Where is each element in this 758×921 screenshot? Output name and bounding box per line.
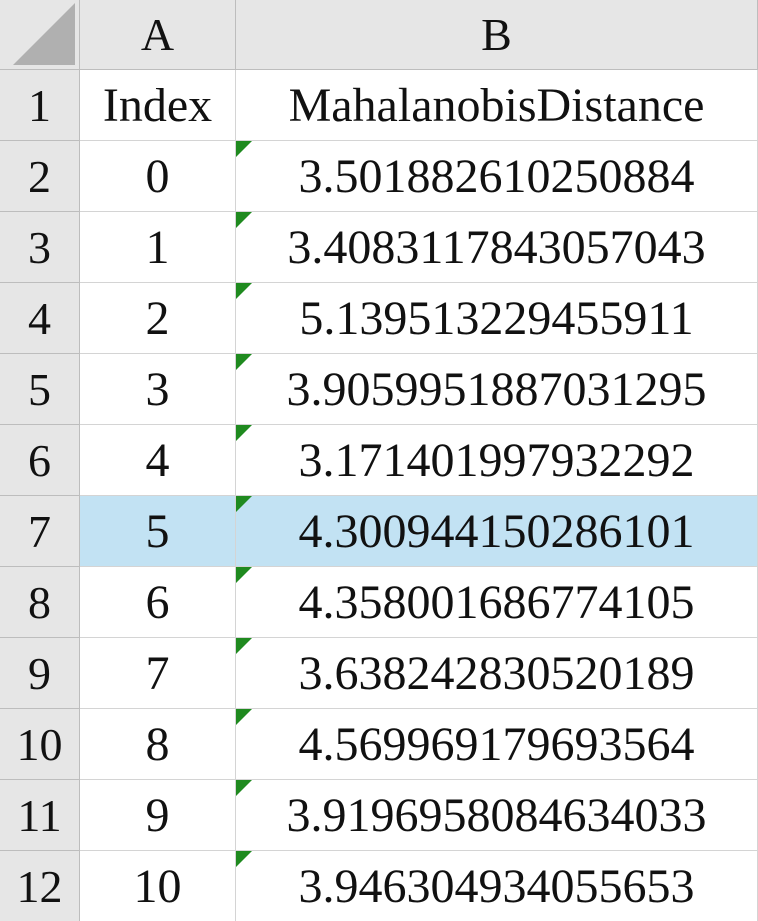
cell-a4[interactable]: 2	[80, 283, 236, 354]
column-header-b[interactable]: B	[236, 0, 758, 70]
row-header-2[interactable]: 2	[0, 141, 80, 212]
cell-b9[interactable]: 3.638242830520189	[236, 638, 758, 709]
cell-value: 4.569969179693564	[298, 717, 695, 771]
number-stored-as-text-icon	[236, 638, 252, 654]
row-header-7[interactable]: 7	[0, 496, 80, 567]
number-stored-as-text-icon	[236, 851, 252, 867]
cell-value: 3.171401997932292	[298, 433, 695, 487]
column-header-a[interactable]: A	[80, 0, 236, 70]
row-header-11[interactable]: 11	[0, 780, 80, 851]
cell-value: 3.501882610250884	[298, 149, 695, 203]
cell-b6[interactable]: 3.171401997932292	[236, 425, 758, 496]
cell-b2[interactable]: 3.501882610250884	[236, 141, 758, 212]
cell-a1[interactable]: Index	[80, 70, 236, 141]
select-all-button[interactable]	[0, 0, 80, 70]
cell-value: 4.358001686774105	[298, 575, 695, 629]
cell-b7[interactable]: 4.300944150286101	[236, 496, 758, 567]
cell-a7[interactable]: 5	[80, 496, 236, 567]
cell-value: 4.300944150286101	[298, 504, 695, 558]
number-stored-as-text-icon	[236, 354, 252, 370]
row-header-1[interactable]: 1	[0, 70, 80, 141]
number-stored-as-text-icon	[236, 141, 252, 157]
cell-a12[interactable]: 10	[80, 851, 236, 921]
number-stored-as-text-icon	[236, 212, 252, 228]
cell-value: 3.9059951887031295	[286, 362, 707, 416]
number-stored-as-text-icon	[236, 425, 252, 441]
number-stored-as-text-icon	[236, 567, 252, 583]
cell-b3[interactable]: 3.4083117843057043	[236, 212, 758, 283]
row-header-9[interactable]: 9	[0, 638, 80, 709]
cell-b4[interactable]: 5.139513229455911	[236, 283, 758, 354]
cell-a11[interactable]: 9	[80, 780, 236, 851]
cell-value: 3.638242830520189	[298, 646, 695, 700]
cell-value: 3.946304934055653	[298, 859, 695, 913]
cell-a6[interactable]: 4	[80, 425, 236, 496]
cell-value: 5.139513229455911	[299, 291, 694, 345]
cell-a2[interactable]: 0	[80, 141, 236, 212]
number-stored-as-text-icon	[236, 496, 252, 512]
cell-a3[interactable]: 1	[80, 212, 236, 283]
cell-a5[interactable]: 3	[80, 354, 236, 425]
number-stored-as-text-icon	[236, 283, 252, 299]
row-header-8[interactable]: 8	[0, 567, 80, 638]
row-header-4[interactable]: 4	[0, 283, 80, 354]
row-header-6[interactable]: 6	[0, 425, 80, 496]
cell-a8[interactable]: 6	[80, 567, 236, 638]
cell-b10[interactable]: 4.569969179693564	[236, 709, 758, 780]
cell-a10[interactable]: 8	[80, 709, 236, 780]
row-header-3[interactable]: 3	[0, 212, 80, 283]
cell-value: 3.9196958084634033	[286, 788, 707, 842]
number-stored-as-text-icon	[236, 780, 252, 796]
select-all-icon	[13, 3, 75, 65]
row-header-12[interactable]: 12	[0, 851, 80, 921]
cell-b5[interactable]: 3.9059951887031295	[236, 354, 758, 425]
cell-b12[interactable]: 3.946304934055653	[236, 851, 758, 921]
number-stored-as-text-icon	[236, 709, 252, 725]
cell-b1[interactable]: MahalanobisDistance	[236, 70, 758, 141]
cell-b11[interactable]: 3.9196958084634033	[236, 780, 758, 851]
row-header-5[interactable]: 5	[0, 354, 80, 425]
row-header-10[interactable]: 10	[0, 709, 80, 780]
cell-a9[interactable]: 7	[80, 638, 236, 709]
cell-value: 3.4083117843057043	[287, 220, 706, 274]
cell-b8[interactable]: 4.358001686774105	[236, 567, 758, 638]
